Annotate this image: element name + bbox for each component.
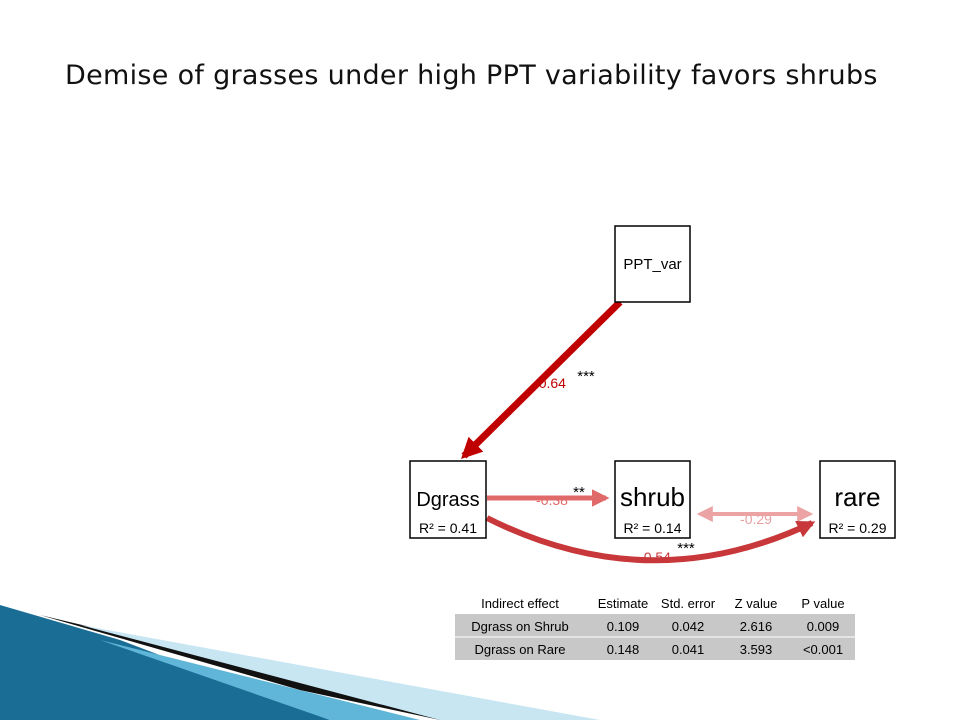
decoration — [40, 615, 440, 720]
table-cell: 2.616 — [740, 619, 773, 634]
table-cell: <0.001 — [803, 642, 843, 657]
table-cell: 0.009 — [807, 619, 840, 634]
table-header: Estimate — [598, 596, 649, 611]
edge — [485, 515, 816, 564]
edge-label: -0.29 — [740, 511, 772, 527]
edge-label: -0.54 — [639, 549, 671, 565]
slide-title: Demise of grasses under high PPT variabi… — [65, 60, 878, 91]
table-cell: 0.041 — [672, 642, 705, 657]
table-cell: 3.593 — [740, 642, 773, 657]
table-header: Indirect effect — [481, 596, 559, 611]
table-cell: 0.109 — [607, 619, 640, 634]
node-label: Dgrass — [416, 489, 479, 511]
node-box — [819, 460, 896, 539]
edge-label: -0.64 — [534, 375, 566, 391]
edge-label: -0.38 — [536, 492, 568, 508]
decoration — [0, 615, 420, 720]
node-label: PPT_var — [623, 256, 681, 273]
table-cell: 0.148 — [607, 642, 640, 657]
node-label: rare — [834, 482, 880, 512]
table-cell: Dgrass on Shrub — [471, 619, 569, 634]
table-cell: 0.042 — [672, 619, 705, 634]
edge — [461, 299, 623, 459]
decoration — [80, 625, 600, 720]
edge-stars: ** — [573, 484, 585, 501]
node-box — [409, 460, 487, 539]
table-header: P value — [801, 596, 844, 611]
node-r2: R² = 0.29 — [829, 520, 887, 536]
edge-stars: *** — [677, 540, 695, 557]
table-header: Std. error — [661, 596, 716, 611]
edge-stars: *** — [577, 368, 595, 385]
table-header: Z value — [735, 596, 778, 611]
node-r2: R² = 0.41 — [419, 520, 477, 536]
node-r2: R² = 0.14 — [624, 520, 682, 536]
node-box — [614, 225, 691, 303]
node-label: shrub — [620, 482, 685, 512]
table-cell: Dgrass on Rare — [474, 642, 565, 657]
node-box — [614, 460, 691, 539]
